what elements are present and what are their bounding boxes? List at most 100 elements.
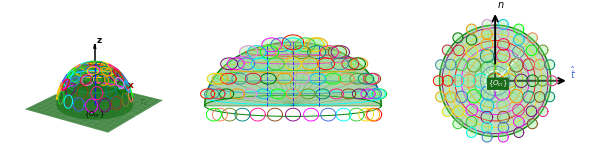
Polygon shape bbox=[480, 99, 494, 112]
Polygon shape bbox=[295, 38, 315, 52]
Polygon shape bbox=[302, 58, 319, 70]
Polygon shape bbox=[523, 59, 535, 71]
Polygon shape bbox=[308, 38, 328, 52]
Polygon shape bbox=[443, 76, 453, 86]
Polygon shape bbox=[454, 106, 464, 117]
Polygon shape bbox=[221, 58, 237, 70]
Polygon shape bbox=[435, 60, 446, 70]
Polygon shape bbox=[365, 73, 380, 84]
Polygon shape bbox=[219, 89, 234, 99]
Polygon shape bbox=[271, 89, 285, 99]
Polygon shape bbox=[207, 73, 222, 84]
Polygon shape bbox=[474, 73, 489, 88]
Polygon shape bbox=[373, 89, 387, 99]
Polygon shape bbox=[212, 73, 228, 84]
Polygon shape bbox=[454, 45, 464, 56]
Polygon shape bbox=[498, 132, 508, 142]
Polygon shape bbox=[435, 92, 446, 102]
Polygon shape bbox=[482, 20, 492, 29]
Polygon shape bbox=[257, 89, 270, 99]
Polygon shape bbox=[261, 73, 276, 84]
Polygon shape bbox=[446, 92, 456, 102]
Polygon shape bbox=[481, 122, 492, 133]
Polygon shape bbox=[498, 111, 509, 123]
Polygon shape bbox=[358, 73, 374, 84]
Polygon shape bbox=[502, 73, 516, 88]
Polygon shape bbox=[480, 49, 494, 63]
Polygon shape bbox=[443, 45, 452, 55]
Polygon shape bbox=[239, 46, 258, 58]
Polygon shape bbox=[262, 38, 282, 52]
Polygon shape bbox=[271, 38, 291, 52]
Polygon shape bbox=[243, 89, 257, 99]
Polygon shape bbox=[453, 119, 463, 129]
Text: $\{O_{ci}\}$: $\{O_{ci}\}$ bbox=[488, 78, 508, 89]
Polygon shape bbox=[329, 89, 343, 99]
Polygon shape bbox=[523, 91, 535, 103]
Polygon shape bbox=[514, 127, 524, 137]
Polygon shape bbox=[331, 46, 349, 58]
Polygon shape bbox=[526, 45, 537, 56]
Polygon shape bbox=[307, 46, 326, 58]
Polygon shape bbox=[535, 59, 545, 70]
Polygon shape bbox=[232, 73, 248, 84]
Polygon shape bbox=[349, 58, 365, 70]
Polygon shape bbox=[325, 73, 341, 84]
Polygon shape bbox=[526, 106, 537, 117]
Polygon shape bbox=[481, 111, 493, 123]
Polygon shape bbox=[481, 86, 495, 100]
Polygon shape bbox=[498, 39, 509, 50]
Polygon shape bbox=[245, 73, 261, 84]
Polygon shape bbox=[361, 89, 375, 99]
Polygon shape bbox=[292, 46, 310, 58]
Polygon shape bbox=[535, 92, 545, 102]
Polygon shape bbox=[527, 75, 538, 87]
Polygon shape bbox=[496, 49, 510, 63]
Polygon shape bbox=[351, 58, 368, 70]
Polygon shape bbox=[514, 24, 524, 34]
Polygon shape bbox=[205, 89, 219, 99]
Polygon shape bbox=[456, 59, 468, 71]
Polygon shape bbox=[221, 73, 236, 84]
Polygon shape bbox=[496, 99, 510, 112]
Polygon shape bbox=[482, 132, 492, 142]
Text: $\hat{n}$: $\hat{n}$ bbox=[498, 0, 505, 12]
Polygon shape bbox=[466, 24, 477, 34]
Polygon shape bbox=[367, 89, 382, 99]
Polygon shape bbox=[434, 76, 443, 86]
Polygon shape bbox=[466, 46, 478, 57]
Polygon shape bbox=[512, 104, 524, 116]
Polygon shape bbox=[495, 61, 509, 76]
Polygon shape bbox=[328, 46, 347, 58]
Polygon shape bbox=[440, 25, 551, 136]
Polygon shape bbox=[304, 38, 324, 52]
Polygon shape bbox=[342, 58, 359, 70]
Polygon shape bbox=[498, 20, 508, 29]
Polygon shape bbox=[446, 59, 456, 70]
Polygon shape bbox=[487, 73, 503, 89]
Polygon shape bbox=[316, 89, 329, 99]
Polygon shape bbox=[248, 46, 266, 58]
Polygon shape bbox=[277, 73, 292, 84]
Polygon shape bbox=[481, 29, 492, 39]
Polygon shape bbox=[467, 90, 481, 103]
Polygon shape bbox=[514, 34, 524, 45]
Polygon shape bbox=[466, 104, 478, 116]
Polygon shape bbox=[352, 89, 367, 99]
Polygon shape bbox=[301, 89, 315, 99]
Polygon shape bbox=[495, 86, 509, 100]
Polygon shape bbox=[338, 73, 354, 84]
Polygon shape bbox=[538, 45, 548, 55]
Polygon shape bbox=[527, 119, 538, 129]
Polygon shape bbox=[512, 46, 524, 57]
Polygon shape bbox=[276, 46, 294, 58]
Polygon shape bbox=[498, 122, 509, 133]
Polygon shape bbox=[481, 61, 495, 76]
Polygon shape bbox=[545, 92, 555, 102]
Polygon shape bbox=[462, 74, 475, 88]
Polygon shape bbox=[456, 91, 468, 103]
Polygon shape bbox=[515, 74, 528, 88]
Polygon shape bbox=[466, 34, 477, 45]
Polygon shape bbox=[467, 59, 481, 72]
Polygon shape bbox=[320, 46, 338, 58]
